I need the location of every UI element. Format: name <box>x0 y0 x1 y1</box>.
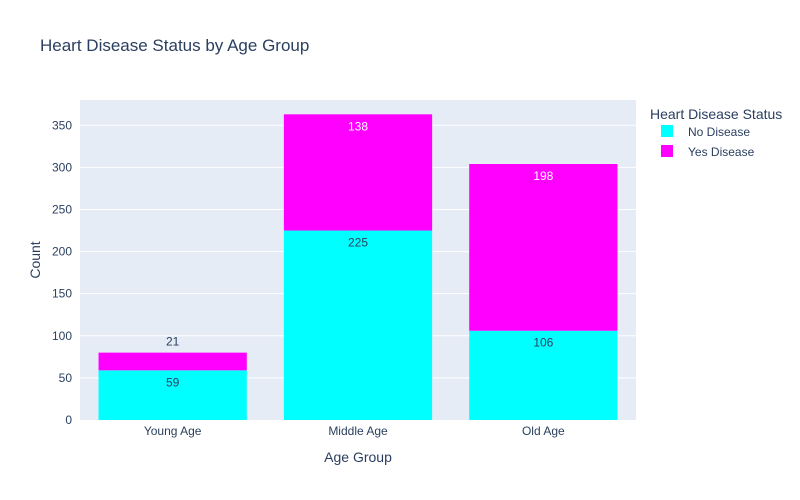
legend-swatch <box>661 145 673 157</box>
bar-yes-disease <box>283 114 433 231</box>
legend-item-label: No Disease <box>688 125 750 139</box>
bar-value-label: 198 <box>533 169 553 183</box>
y-tick-label: 50 <box>59 371 73 385</box>
y-tick-label: 100 <box>52 329 72 343</box>
bar-value-label: 106 <box>533 336 553 350</box>
y-tick-label: 250 <box>52 202 72 216</box>
legend-item-label: Yes Disease <box>688 145 755 159</box>
legend: Heart Disease Status No Disease Yes Disea… <box>650 106 782 159</box>
bar-no-disease <box>469 330 618 420</box>
y-axis-title: Count <box>27 241 43 278</box>
x-tick-label: Middle Age <box>328 424 388 438</box>
bar-value-label: 225 <box>348 236 368 250</box>
bar-value-label: 21 <box>166 335 180 349</box>
y-tick-label: 0 <box>65 413 72 427</box>
x-axis-title: Age Group <box>324 449 392 465</box>
legend-swatch <box>661 125 673 137</box>
y-tick-label: 350 <box>52 118 72 132</box>
bars-group: 59 21 225 138 106 198 <box>98 114 618 420</box>
bar-yes-disease <box>469 164 618 331</box>
y-tick-label: 300 <box>52 160 72 174</box>
bar-no-disease <box>98 370 247 420</box>
bar-value-label: 59 <box>166 375 180 389</box>
chart-title: Heart Disease Status by Age Group <box>40 36 309 55</box>
x-tick-label: Old Age <box>522 424 565 438</box>
y-tick-label: 150 <box>52 287 72 301</box>
y-tick-label: 200 <box>52 245 72 259</box>
legend-title: Heart Disease Status <box>650 106 782 122</box>
bar-value-label: 138 <box>348 119 368 133</box>
axis-ticks: 0 50 100 150 200 250 300 350 Young Age Middle Age… <box>52 118 565 438</box>
x-tick-label: Young Age <box>144 424 202 438</box>
bar-yes-disease <box>98 352 247 371</box>
bar-no-disease <box>283 230 433 420</box>
